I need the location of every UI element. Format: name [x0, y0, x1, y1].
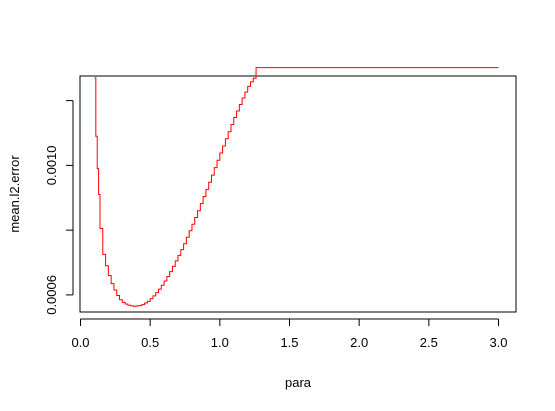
x-axis-title: para: [285, 375, 312, 390]
x-tick-label: 0.0: [71, 335, 89, 350]
y-axis: 0.0006 0.0010: [44, 100, 74, 315]
y-axis-title: mean.l2.error: [7, 155, 22, 233]
y-tick-label: 0.0010: [44, 145, 59, 185]
plot-frame: [79, 75, 517, 313]
x-tick-label: 3.0: [489, 335, 507, 350]
y-tick-label: 0.0006: [44, 275, 59, 315]
x-tick-label: 2.5: [420, 335, 438, 350]
x-tick-label: 1.5: [280, 335, 298, 350]
series-line: [94, 67, 499, 307]
x-tick-label: 2.0: [350, 335, 368, 350]
x-axis: 0.0 0.5 1.0 1.5 2.0 2.5 3.0: [71, 318, 508, 350]
x-tick-label: 0.5: [141, 335, 159, 350]
x-tick-label: 1.0: [211, 335, 229, 350]
